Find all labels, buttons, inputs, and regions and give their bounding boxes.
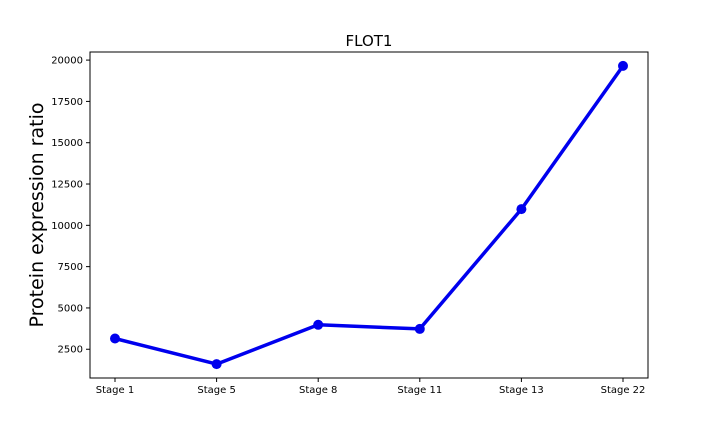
x-tick-label: Stage 1 [96,385,134,396]
series-line [113,64,625,366]
chart-title: FLOT1 [346,32,393,50]
data-point [211,359,222,370]
y-tick-label: 2500 [58,345,83,356]
y-tick-label: 17500 [51,97,83,108]
axes-frame [89,51,649,379]
x-tick-label: Stage 13 [499,385,544,396]
x-tick-label: Stage 22 [601,385,646,396]
y-tick-label: 10000 [51,221,83,232]
y-tick-label: 5000 [58,303,83,314]
data-point [313,319,324,330]
y-tick-label: 7500 [58,262,83,273]
x-tick-label: Stage 8 [299,385,337,396]
data-point [516,204,527,215]
x-tick-label: Stage 11 [397,385,442,396]
y-axis-label: Protein expression ratio [26,103,48,328]
data-point [618,60,628,71]
data-point [414,323,425,334]
x-tick-label: Stage 5 [197,385,235,396]
y-tick-label: 15000 [51,138,83,149]
data-point [110,333,120,344]
y-tick-label: 12500 [51,180,83,191]
y-tick-label: 20000 [51,56,83,67]
plot-area: 2500 5000 7500 10000 12500 15000 17500 20000 Sta… [51,51,649,396]
